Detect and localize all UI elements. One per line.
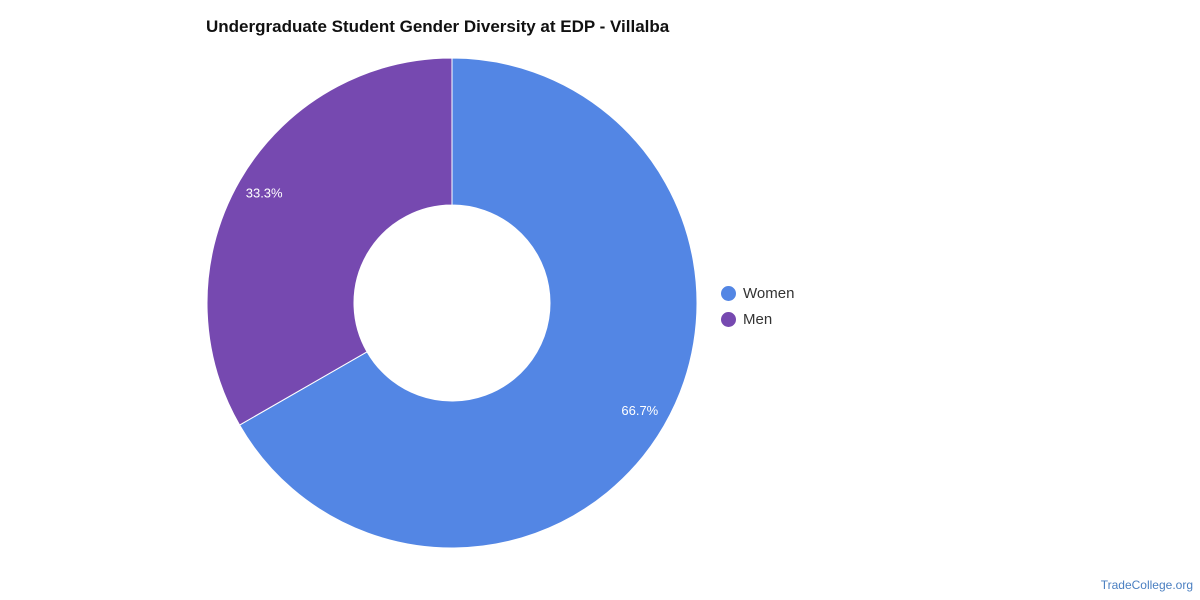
legend-label-men: Men [743, 310, 773, 328]
donut-slice-men[interactable] [206, 57, 453, 426]
chart-title: Undergraduate Student Gender Diversity a… [206, 17, 670, 36]
chart-legend: Women Men [721, 280, 794, 332]
legend-swatch-men [721, 311, 736, 327]
slice-label-women: 66.7% [621, 403, 658, 418]
credit-link[interactable]: TradeCollege.org [1100, 578, 1193, 592]
legend-label-women: Women [743, 284, 795, 302]
slice-label-men: 33.3% [246, 186, 283, 201]
legend-item-men[interactable]: Men [721, 306, 794, 332]
legend-swatch-women [721, 285, 736, 301]
legend-item-women[interactable]: Women [721, 280, 794, 306]
donut-slice-women[interactable] [238, 57, 698, 549]
